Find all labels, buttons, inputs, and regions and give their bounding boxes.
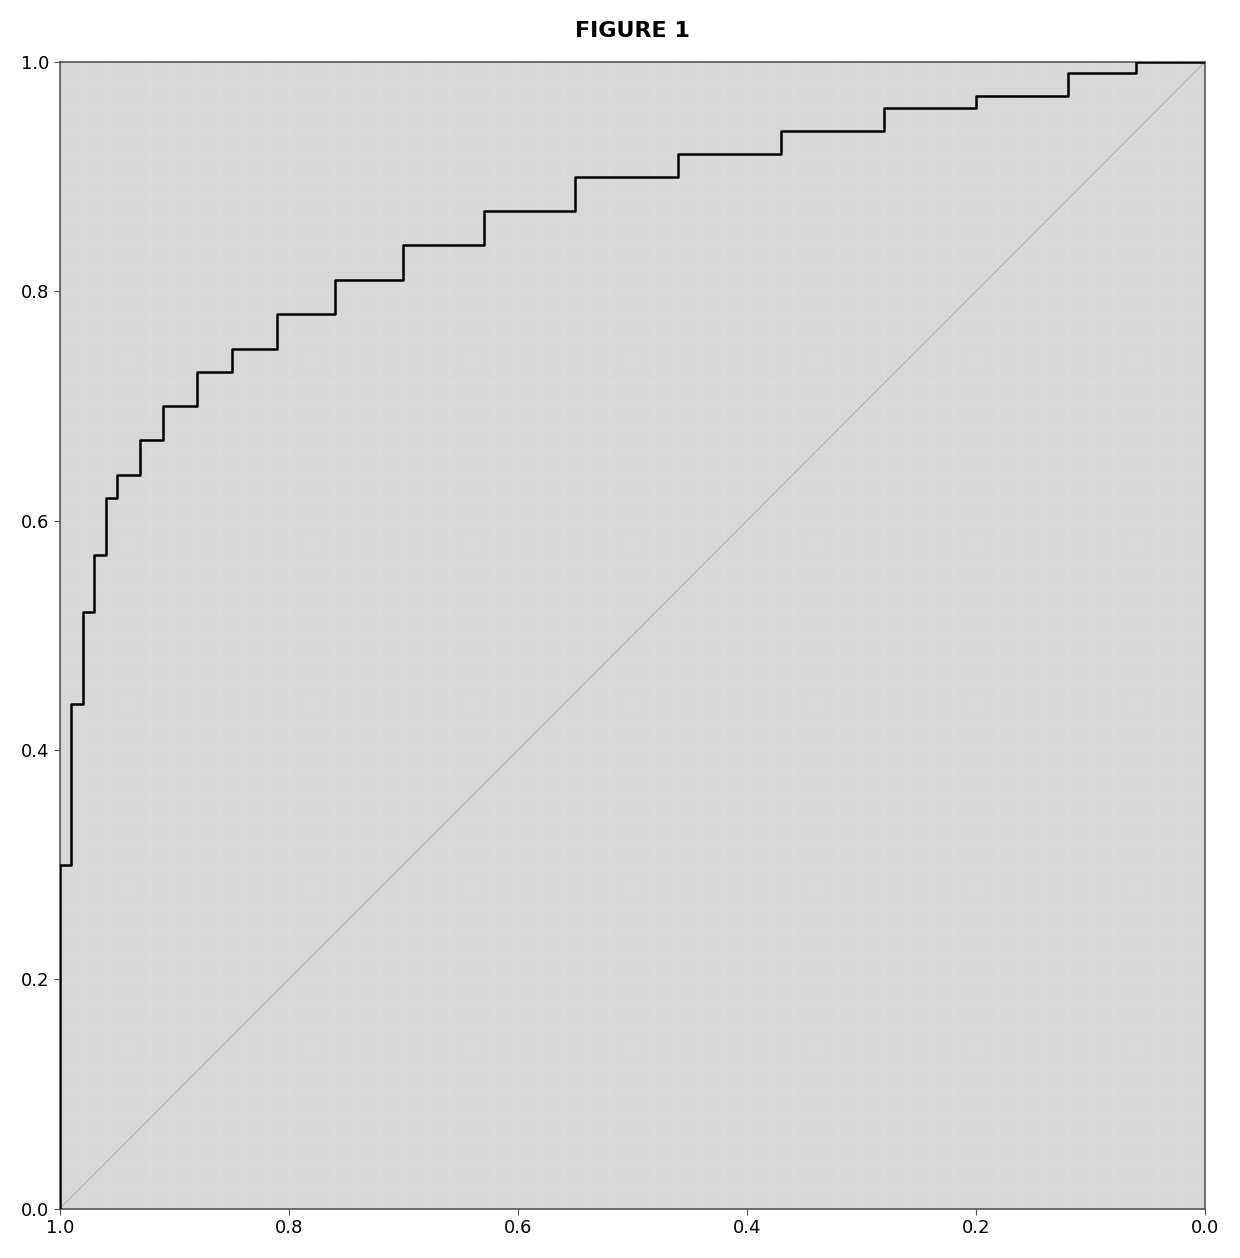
Title: FIGURE 1: FIGURE 1 <box>575 21 689 40</box>
